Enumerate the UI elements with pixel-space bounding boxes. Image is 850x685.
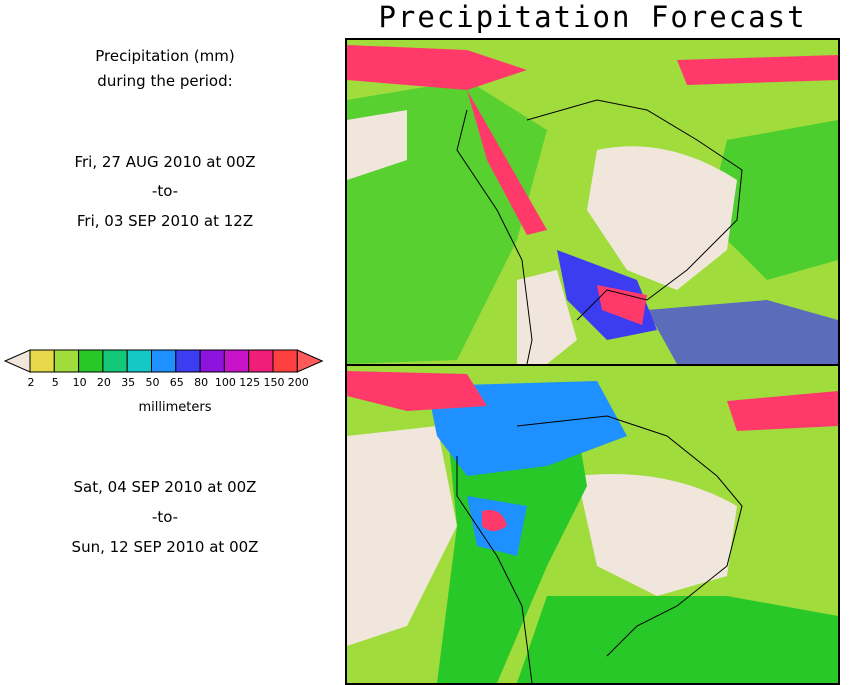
period2-separator: -to-: [151, 508, 179, 526]
moderate-precip-area: [517, 596, 838, 683]
period2-start: Sat, 04 SEP 2010 at 00Z: [73, 478, 257, 496]
extreme-precip-area: [727, 391, 838, 431]
extreme-precip-area: [347, 371, 487, 411]
legend-tick-label: 20: [97, 376, 111, 389]
legend-color-box: [199, 349, 225, 373]
dry-area: [347, 426, 457, 646]
precip-map-week2: [347, 366, 838, 683]
legend-tick-label: 125: [239, 376, 260, 389]
legend-tick-label: 50: [146, 376, 160, 389]
legend-tick-label: 65: [170, 376, 184, 389]
coastline: [456, 415, 743, 683]
period2-end: Sun, 12 SEP 2010 at 00Z: [71, 538, 259, 556]
legend-color-box: [126, 349, 152, 373]
period1-start: Fri, 27 AUG 2010 at 00Z: [74, 153, 256, 171]
legend-arrow-high: [296, 349, 324, 373]
extreme-precip-area: [482, 510, 507, 531]
legend-tick-label: 100: [215, 376, 236, 389]
period1-end: Fri, 03 SEP 2010 at 12Z: [76, 212, 254, 230]
legend-unit: millimeters: [138, 400, 212, 415]
legend-tick-label: 5: [52, 376, 59, 389]
legend-arrow-low: [3, 349, 31, 373]
legend-color-box: [29, 349, 55, 373]
legend-tick-label: 150: [264, 376, 285, 389]
forecast-map-week1: [345, 38, 840, 366]
legend-color-box: [223, 349, 250, 373]
extreme-precip-area: [597, 285, 647, 325]
legend-colorbar: 2 5 10 20 35 50 65 80 100 125 150 200: [3, 349, 324, 389]
legend-color-box: [151, 349, 177, 373]
legend-tick-label: 80: [194, 376, 208, 389]
dry-area: [577, 474, 737, 596]
forecast-map-week2: [345, 364, 840, 685]
page-title: Precipitation Forecast: [378, 0, 807, 34]
legend-tick-label: 2: [28, 376, 35, 389]
legend-color-box: [102, 349, 128, 373]
extreme-precip-area: [677, 55, 838, 85]
coastline: [456, 99, 743, 364]
moderate-precip-area: [707, 120, 838, 280]
dry-area: [587, 146, 737, 290]
legend-color-box: [272, 349, 298, 373]
legend-tick-label: 200: [288, 376, 309, 389]
extreme-precip-area: [467, 90, 547, 235]
legend-color-box: [53, 349, 80, 373]
period1-separator: -to-: [151, 182, 179, 200]
period-caption-line2: during the period:: [97, 72, 233, 90]
precip-map-week1: [347, 40, 838, 364]
period-caption-line1: Precipitation (mm): [95, 47, 235, 65]
color-legend: 2 5 10 20 35 50 65 80 100 125 150 200: [0, 345, 350, 399]
legend-tick-label: 35: [121, 376, 135, 389]
legend-color-box: [248, 349, 274, 373]
legend-color-box: [78, 349, 104, 373]
dry-area: [347, 110, 407, 180]
extreme-precip-area: [347, 45, 527, 90]
heavy-precip-area: [647, 300, 838, 364]
legend-tick-label: 10: [73, 376, 87, 389]
legend-color-box: [175, 349, 201, 373]
